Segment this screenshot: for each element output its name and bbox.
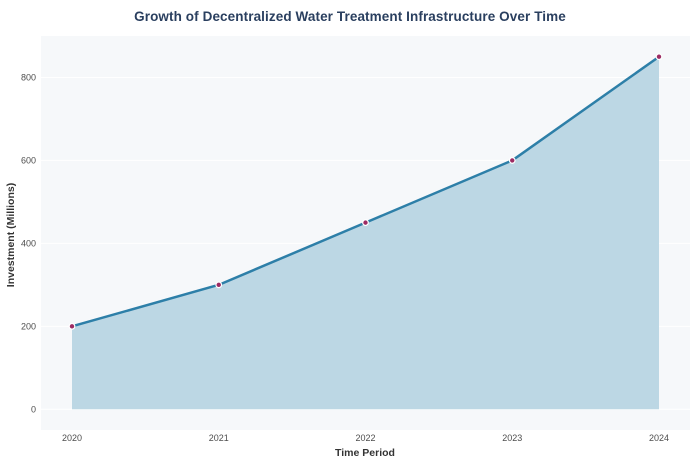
y-tick-label: 400 — [21, 238, 36, 248]
data-point-marker — [215, 281, 223, 289]
data-point-marker — [362, 219, 369, 227]
data-point-marker — [508, 157, 516, 164]
x-tick-label: 2024 — [649, 433, 669, 443]
x-tick-label: 2022 — [355, 433, 375, 443]
data-point-marker — [68, 322, 76, 330]
y-tick-label: 600 — [21, 155, 36, 165]
y-tick-label: 0 — [31, 404, 36, 414]
data-point-marker — [655, 53, 663, 61]
chart-title: Growth of Decentralized Water Treatment … — [134, 9, 566, 24]
area-fill — [72, 56, 659, 410]
y-axis-title: Investment (Millions) — [5, 183, 17, 287]
x-tick-label: 2021 — [209, 433, 229, 443]
plot-generated-content: 0 200 400 600 800 2020 2021 2022 2023 2024 — [21, 36, 690, 443]
x-tick-label: 2020 — [62, 433, 82, 443]
x-tick-label: 2023 — [502, 433, 522, 443]
y-tick-label: 200 — [21, 321, 36, 331]
x-axis-title: Time Period — [335, 447, 395, 459]
y-tick-label: 800 — [21, 72, 36, 82]
